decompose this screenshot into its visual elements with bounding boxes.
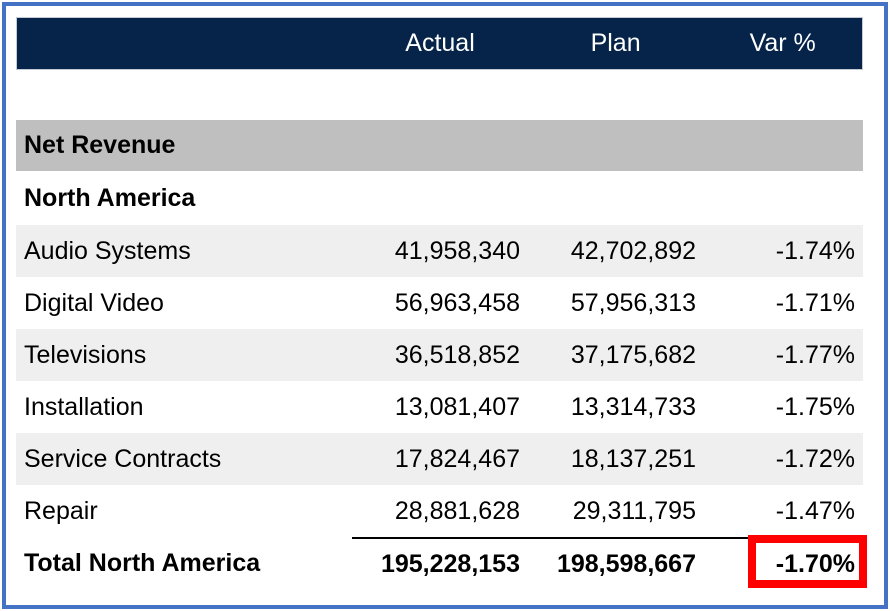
table-row: Repair 28,881,628 29,311,795 -1.47% [16, 485, 863, 537]
table-row: Service Contracts 17,824,467 18,137,251 … [16, 433, 863, 485]
group-label: North America [24, 183, 196, 212]
plan-value: 18,137,251 [570, 444, 696, 473]
row-label: Installation [24, 392, 144, 421]
var-pct-value: -1.74% [775, 236, 855, 265]
plan-value: 37,175,682 [570, 340, 696, 369]
var-pct-value: -1.75% [775, 392, 855, 421]
var-pct-value: -1.47% [775, 496, 855, 525]
total-actual-value: 195,228,153 [352, 537, 528, 590]
actual-value: 13,081,407 [394, 392, 520, 421]
group-row-north-america: North America [16, 171, 863, 225]
actual-value: 17,824,467 [394, 444, 520, 473]
var-pct-value: -1.72% [775, 444, 855, 473]
row-label: Repair [24, 496, 98, 525]
total-plan-value: 198,598,667 [528, 537, 704, 590]
section-label: Net Revenue [24, 131, 176, 159]
header-cell-actual: Actual [405, 29, 475, 57]
actual-value: 36,518,852 [394, 340, 520, 369]
table-row: Digital Video 56,963,458 57,956,313 -1.7… [16, 277, 863, 329]
row-label: Service Contracts [24, 444, 222, 473]
total-row: Total North America 195,228,153 198,598,… [16, 537, 863, 590]
plan-value: 13,314,733 [570, 392, 696, 421]
actual-value: 56,963,458 [394, 288, 520, 317]
row-label: Televisions [24, 340, 147, 369]
plan-value: 57,956,313 [570, 288, 696, 317]
table-header-row: Actual Plan Var % [16, 17, 863, 70]
net-revenue-table: Actual Plan Var % Net Revenue North Amer… [16, 17, 863, 590]
total-label: Total North America [24, 549, 261, 577]
plan-value: 29,311,795 [572, 496, 696, 525]
section-row-net-revenue: Net Revenue [16, 120, 863, 171]
row-label: Audio Systems [24, 236, 191, 265]
table-row: Audio Systems 41,958,340 42,702,892 -1.7… [16, 225, 863, 277]
total-var-pct-value: -1.70% [704, 537, 863, 590]
var-pct-value: -1.71% [775, 288, 855, 317]
plan-value: 42,702,892 [570, 236, 696, 265]
actual-value: 41,958,340 [394, 236, 520, 265]
header-cell-empty [17, 18, 352, 69]
table-row: Televisions 36,518,852 37,175,682 -1.77% [16, 329, 863, 381]
header-cell-var: Var % [749, 29, 816, 57]
header-gap [16, 70, 863, 120]
actual-value: 28,881,628 [394, 496, 520, 525]
var-pct-value: -1.77% [775, 340, 855, 369]
row-label: Digital Video [24, 288, 164, 317]
header-cell-plan: Plan [590, 29, 641, 57]
table-row: Installation 13,081,407 13,314,733 -1.75… [16, 381, 863, 433]
